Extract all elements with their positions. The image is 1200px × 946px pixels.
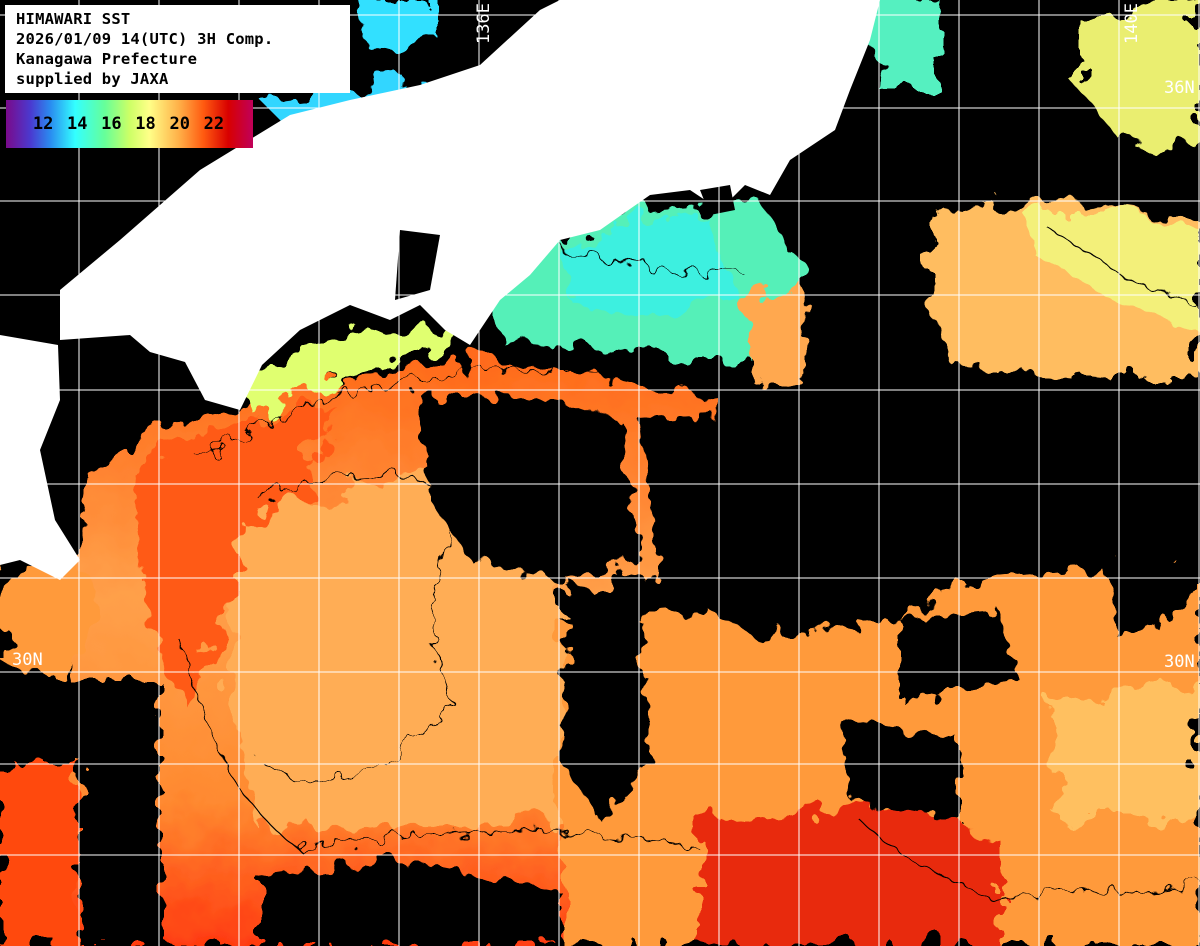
title-box: HIMAWARI SST 2026/01/09 14(UTC) 3H Comp.… <box>5 5 350 93</box>
prefecture-line: Kanagawa Prefecture <box>16 50 198 68</box>
legend-tick: 12 <box>32 114 54 134</box>
supplier-line: supplied by JAXA <box>16 70 169 88</box>
cloud-mask <box>0 100 1200 946</box>
legend-tick: 16 <box>101 114 122 134</box>
color-scale-legend: 12 14 16 18 20 22 <box>6 100 253 148</box>
title-line: HIMAWARI SST <box>16 10 131 28</box>
lat-label-33n: 33N <box>10 369 41 389</box>
lon-label-140e: 140E <box>1122 3 1142 44</box>
lon-label-136e: 136E <box>474 3 494 44</box>
legend-tick: 18 <box>135 114 156 134</box>
lat-label-30n-right: 30N <box>1164 652 1195 672</box>
lat-label-30n-left: 30N <box>12 650 43 670</box>
lat-label-36n: 36N <box>1164 78 1195 98</box>
timestamp-line: 2026/01/09 14(UTC) 3H Comp. <box>16 30 274 48</box>
legend-tick: 22 <box>203 114 225 134</box>
legend-tick: 20 <box>169 114 190 134</box>
land-mask <box>0 0 880 580</box>
isotherm-contours <box>179 229 1200 901</box>
legend-tick: 14 <box>66 114 88 134</box>
